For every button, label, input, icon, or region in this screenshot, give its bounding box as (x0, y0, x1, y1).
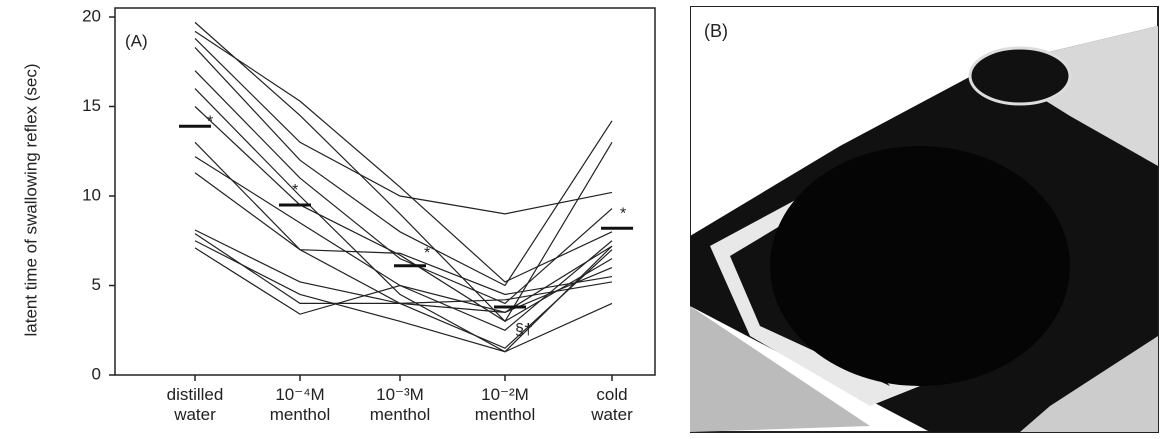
y-tick-label: 20 (82, 6, 101, 25)
annotation: * (207, 113, 213, 130)
x-tick-label: 10⁻²M menthol (470, 385, 540, 425)
x-tick-label-box: 10⁻³M menthol (350, 385, 450, 435)
y-tick-label: 10 (82, 185, 101, 204)
panel-label: (A) (125, 31, 148, 50)
annotation: * (424, 245, 430, 262)
line (195, 47, 612, 285)
line (195, 71, 612, 304)
annotation: * (292, 182, 298, 199)
line (195, 230, 612, 312)
y-axis-label: latent time of swallowing reflex (sec) (21, 63, 40, 336)
x-tick-label-box: cold water (562, 385, 662, 435)
y-tick-label: 0 (92, 364, 101, 383)
chart: (A) latent time of swallowing reflex (se… (0, 0, 680, 439)
x-tick-label: cold water (577, 385, 647, 425)
x-tick-label-box: distilled water (145, 385, 245, 435)
x-tick-label-box: 10⁻²M menthol (455, 385, 555, 435)
y-tick-label: 15 (82, 96, 101, 115)
line (195, 31, 612, 282)
x-tick-label: distilled water (160, 385, 230, 425)
line (195, 107, 612, 322)
annotation: §† (515, 321, 533, 338)
x-tick-label-box: 10⁻⁴M menthol (250, 385, 350, 435)
line (195, 89, 612, 352)
photo-shape (970, 48, 1070, 104)
line (195, 38, 612, 213)
photo-shape (770, 146, 1070, 386)
panel-label: (B) (704, 21, 728, 41)
line (195, 234, 612, 304)
photo: (B) (690, 6, 1160, 434)
x-tick-label: 10⁻³M menthol (365, 385, 435, 425)
annotation: * (620, 205, 626, 222)
line (195, 22, 612, 321)
page: (A) latent time of swallowing reflex (se… (0, 0, 1165, 439)
y-tick-label: 5 (92, 275, 101, 294)
x-tick-label: 10⁻⁴M menthol (265, 385, 335, 425)
